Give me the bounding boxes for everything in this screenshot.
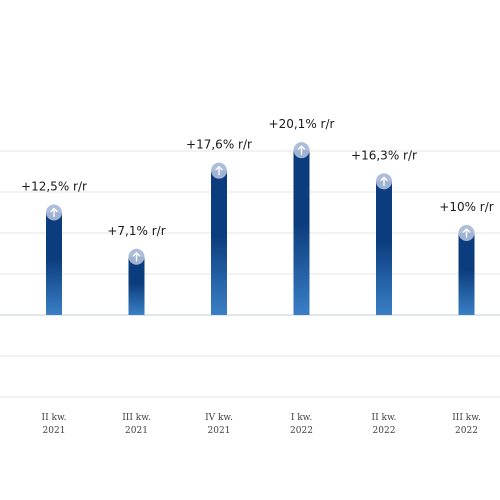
bar: [128, 256, 145, 315]
arrow-up-icon: [293, 142, 310, 159]
x-tick-label: II kw. 2021: [42, 413, 67, 436]
bar: [46, 212, 62, 315]
x-axis-ticks: II kw. 2021 III kw. 2021 IV kw. 2021 I kw. 2022…: [42, 413, 481, 436]
x-tick-label: IV kw. 2021: [205, 413, 233, 436]
data-label: +17,6% r/r: [186, 138, 252, 152]
data-labels: +12,5% r/r +7,1% r/r +17,6% r/r +20,1% r/r +…: [21, 117, 494, 238]
arrow-up-icon: [458, 225, 475, 241]
bar: [211, 170, 227, 315]
arrow-up-icon: [376, 173, 392, 190]
arrow-up-icon: [46, 204, 62, 221]
markers: [46, 142, 475, 265]
gridlines: [0, 150, 500, 398]
bar: [458, 233, 475, 315]
data-label: +20,1% r/r: [269, 117, 335, 131]
x-tick-label: III kw. 2021: [122, 413, 151, 436]
arrow-up-icon: [128, 248, 145, 265]
arrow-up-icon: [211, 162, 227, 179]
bar: [293, 150, 310, 315]
x-tick-label: I kw. 2022: [290, 413, 313, 436]
bar: [376, 181, 392, 315]
data-label: +7,1% r/r: [107, 224, 165, 238]
x-tick-label: II kw. 2022: [372, 413, 397, 436]
data-label: +10% r/r: [439, 200, 494, 214]
x-tick-label: III kw. 2022: [452, 413, 481, 436]
bars: [46, 150, 475, 315]
data-label: +12,5% r/r: [21, 180, 87, 194]
data-label: +16,3% r/r: [351, 148, 417, 162]
